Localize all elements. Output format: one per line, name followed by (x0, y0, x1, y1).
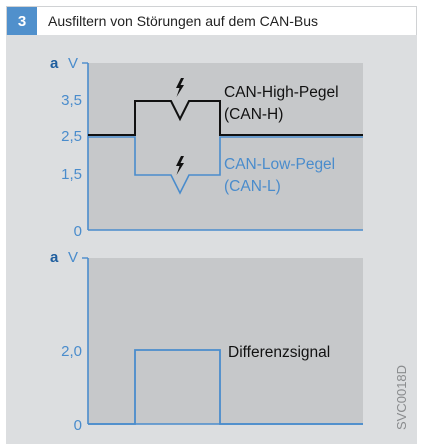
figure-title: Ausfiltern von Störungen auf dem CAN-Bus (48, 13, 319, 29)
top-tick-0: 0 (74, 223, 82, 240)
bottom-axis-letter: a (50, 249, 59, 266)
top-axis-unit: V (68, 55, 78, 72)
bottom-tick-0: 0 (74, 417, 82, 434)
top-tick-2-5: 2,5 (61, 128, 82, 145)
top-axis-letter: a (50, 55, 59, 72)
top-tick-3-5: 3,5 (61, 92, 82, 109)
can-high-label: CAN-High-Pegel (224, 84, 339, 101)
can-high-signal (88, 100, 363, 136)
can-low-signal (88, 136, 363, 195)
can-low-label: CAN-Low-Pegel (224, 156, 335, 173)
figure-code: SVC0018D (394, 365, 409, 430)
lightning-bolt-icon (176, 78, 184, 97)
figure-header: 3 Ausfiltern von Störungen auf dem CAN-B… (6, 6, 417, 35)
bottom-axis-unit: V (68, 249, 78, 266)
bottom-plot-area (88, 258, 363, 424)
can-low-abbr: (CAN-L) (224, 178, 281, 195)
differential-signal (88, 349, 363, 425)
top-plot-area (88, 63, 363, 230)
can-high-abbr: (CAN-H) (224, 106, 283, 123)
figure-number: 3 (7, 7, 37, 35)
lightning-bolt-icon (176, 156, 184, 175)
top-tick-1-5: 1,5 (61, 166, 82, 183)
differential-signal-label: Differenzsignal (228, 344, 330, 361)
bottom-tick-2-0: 2,0 (61, 343, 82, 360)
